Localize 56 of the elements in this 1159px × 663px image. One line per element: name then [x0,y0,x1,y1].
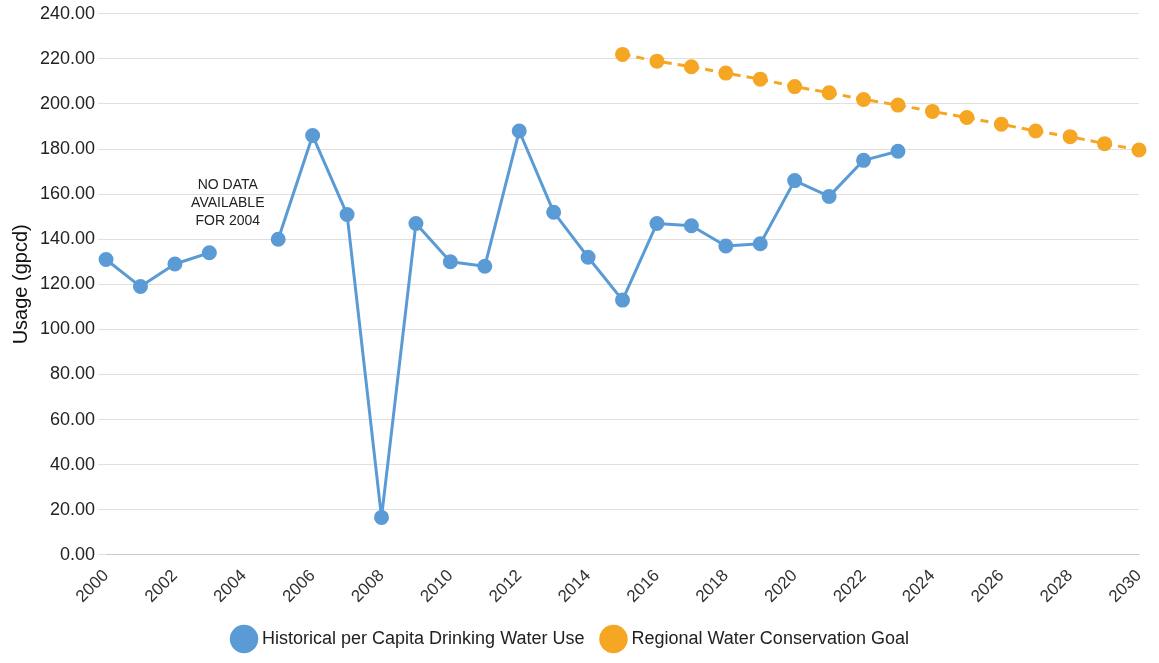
y-tick-label: 140.00 [39,228,96,249]
point [339,206,355,222]
point [1028,123,1044,139]
point [305,128,321,144]
point [683,218,699,234]
point [787,173,803,189]
point [752,71,768,87]
legend-label: Regional Water Conservation Goal [631,627,909,648]
point [1131,142,1147,158]
y-axis-title: Usage (gpcd) [8,224,31,345]
y-tick-label: 20.00 [50,498,96,519]
point [615,46,631,62]
point [649,215,665,231]
point [167,256,183,272]
y-tick-label: 160.00 [39,183,96,204]
point [374,509,390,525]
point [649,53,665,69]
y-tick-label: 240.00 [39,2,96,23]
point [1097,136,1113,152]
y-tick-label: 40.00 [50,453,96,474]
point [890,97,906,113]
point [477,258,493,274]
point [546,204,562,220]
legend-label: Historical per Capita Drinking Water Use [262,627,585,648]
point [270,231,286,247]
point [718,65,734,81]
point [511,123,527,139]
annotation: NO DATA AVAILABLE FOR 2004 [191,175,265,228]
point [718,238,734,254]
point [752,236,768,252]
y-tick-label: 100.00 [39,318,96,339]
point [959,110,975,125]
point [201,245,217,261]
point [132,279,148,295]
point [856,152,872,168]
point [993,116,1009,132]
point [683,59,699,75]
y-tick-label: 60.00 [50,408,96,429]
point [821,85,837,101]
y-tick-label: 120.00 [39,273,96,294]
point [821,188,837,204]
point [408,215,424,231]
y-tick-label: 0.00 [60,543,96,564]
y-tick-label: 80.00 [50,363,96,384]
point [924,103,940,119]
point [890,143,906,159]
point [615,292,631,308]
y-tick-label: 200.00 [39,92,96,113]
point [787,79,803,95]
y-tick-label: 220.00 [39,47,96,68]
point [1062,129,1078,145]
point [442,254,458,270]
point [856,91,872,107]
point [98,252,114,268]
point [580,249,596,265]
y-tick-label: 180.00 [39,138,96,159]
